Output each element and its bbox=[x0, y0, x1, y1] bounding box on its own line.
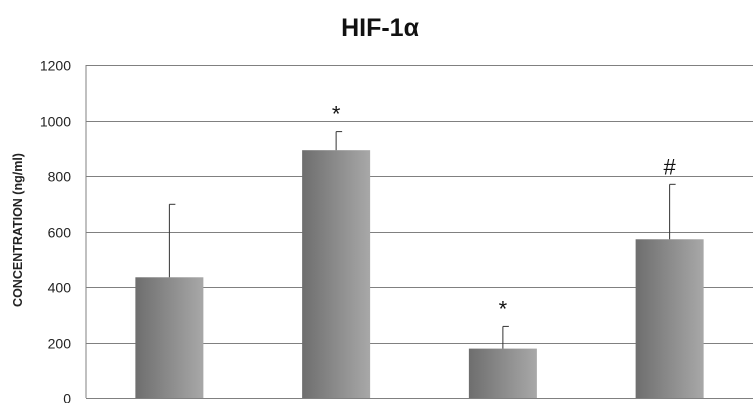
y-tick-label: 1200 bbox=[40, 58, 71, 74]
bar bbox=[135, 277, 204, 398]
chart-title: HIF-1α bbox=[341, 14, 420, 42]
significance-marker: # bbox=[664, 154, 677, 179]
y-tick-label: 0 bbox=[63, 391, 71, 403]
y-axis-label: CONCENTRATION (ng/ml) bbox=[11, 153, 25, 307]
bar bbox=[468, 348, 537, 398]
y-tick-label: 400 bbox=[48, 280, 72, 296]
y-tick-label: 600 bbox=[48, 225, 72, 241]
y-tick-label: 800 bbox=[48, 169, 72, 185]
significance-marker: * bbox=[332, 102, 341, 127]
error-bars bbox=[168, 131, 676, 349]
y-tick-labels: 0 200 400 600 800 1000 1200 bbox=[40, 58, 71, 403]
annotations: * * # bbox=[332, 102, 677, 322]
y-tick-label: 200 bbox=[48, 336, 72, 352]
bar bbox=[635, 239, 704, 398]
significance-marker: * bbox=[499, 296, 508, 321]
bar bbox=[302, 150, 371, 398]
bars bbox=[135, 150, 704, 398]
y-tick-label: 1000 bbox=[40, 114, 71, 130]
